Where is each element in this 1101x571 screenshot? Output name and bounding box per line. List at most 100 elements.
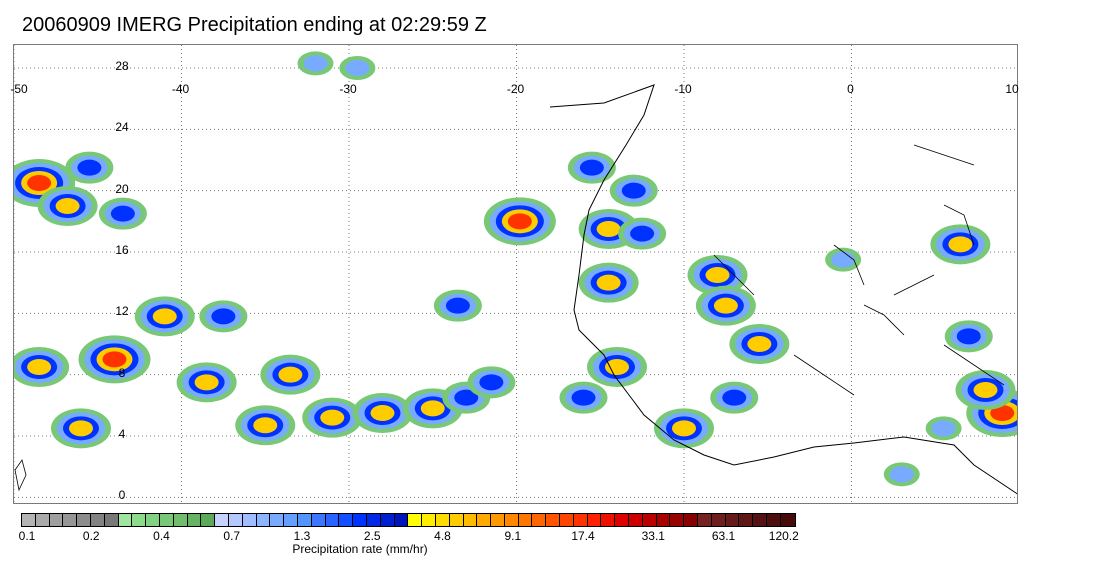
precip-ring	[630, 225, 655, 242]
precip-ring	[990, 405, 1015, 421]
precip-cell	[695, 285, 756, 326]
precip-ring	[110, 205, 135, 222]
coastline-africa	[14, 84, 1017, 495]
colorbar-swatch	[670, 514, 685, 526]
precip-cell	[14, 347, 70, 387]
colorbar-swatch	[449, 514, 464, 526]
latitude-label: 0	[118, 488, 126, 503]
precip-ring	[420, 400, 445, 417]
colorbar-swatch	[435, 514, 450, 526]
longitude-label: 10	[1005, 82, 1019, 96]
latitude-label: 24	[115, 120, 129, 135]
colorbar-swatch	[242, 514, 257, 526]
precip-ring	[713, 297, 738, 314]
colorbar-swatch	[366, 514, 381, 526]
colorbar-swatch	[256, 514, 271, 526]
colorbar-swatch	[615, 514, 630, 526]
precip-ring	[77, 159, 102, 176]
precip-cell	[78, 335, 151, 384]
colorbar-swatch	[297, 514, 312, 526]
colorbar-swatch	[380, 514, 395, 526]
colorbar-swatch	[63, 514, 78, 526]
colorbar-swatch	[77, 514, 91, 526]
colorbar-swatch	[173, 514, 188, 526]
precip-cell	[37, 186, 98, 226]
precip-cell	[302, 397, 363, 438]
colorbar-swatch	[753, 514, 768, 526]
colorbar-swatch	[270, 514, 285, 526]
precip-ring	[253, 417, 278, 434]
colorbar-swatch	[353, 514, 367, 526]
precip-cell	[710, 381, 759, 414]
precip-ring	[931, 420, 956, 437]
colorbar-swatch	[35, 514, 50, 526]
colorbar-tick-label: 0.4	[153, 529, 170, 543]
longitude-label: -40	[171, 82, 190, 96]
precip-cell	[567, 151, 616, 184]
precipitation-map	[13, 44, 1018, 504]
colorbar-swatch	[118, 514, 133, 526]
precip-ring	[370, 405, 395, 421]
colorbar-swatch	[422, 514, 436, 526]
colorbar-label: Precipitation rate (mm/hr)	[292, 542, 428, 556]
precip-ring	[973, 382, 998, 398]
precip-ring	[507, 213, 532, 230]
longitude-label: -20	[506, 82, 525, 96]
colorbar-swatch	[698, 514, 712, 526]
precip-ring	[194, 374, 219, 391]
colorbar-swatch	[629, 514, 643, 526]
latitude-label: 8	[118, 365, 126, 380]
colorbar-tick-label: 17.4	[571, 529, 595, 543]
precip-cell	[944, 320, 993, 353]
precip-ring	[479, 374, 504, 391]
precip-ring	[27, 175, 52, 191]
precip-cell	[199, 300, 248, 333]
precip-ring	[956, 328, 981, 345]
colorbar-tick-label: 0.2	[82, 529, 100, 543]
latitude-label: 16	[115, 243, 129, 257]
colorbar-swatch	[325, 514, 340, 526]
colorbar-swatch	[477, 514, 492, 526]
lat-lon-grid	[14, 45, 1017, 503]
colorbar-swatch	[532, 514, 547, 526]
precip-ring	[69, 420, 93, 437]
colorbar-swatch	[725, 514, 740, 526]
precip-ring	[722, 389, 747, 406]
colorbar-swatch	[49, 514, 64, 526]
colorbar-tick-label: 63.1	[711, 529, 736, 543]
precip-cell	[402, 388, 463, 429]
precip-cell	[297, 51, 334, 76]
colorbar-tick-label: 120.2	[768, 529, 799, 543]
colorbar-tick-label: 2.5	[363, 529, 381, 543]
precip-cell	[654, 408, 714, 449]
precip-ring	[596, 221, 621, 237]
colorbar-swatch	[228, 514, 243, 526]
colorbar-swatch	[408, 514, 423, 526]
colorbar-swatch	[642, 514, 657, 526]
precip-cell	[729, 324, 790, 364]
colorbar-swatch	[22, 514, 36, 526]
colorbar-swatch	[104, 514, 119, 526]
colorbar-swatch	[491, 514, 505, 526]
precip-cell	[687, 255, 748, 295]
precip-cell	[51, 408, 111, 449]
colorbar-swatch	[560, 514, 574, 526]
colorbar-swatch	[132, 514, 147, 526]
precip-ring	[454, 389, 479, 406]
precip-ring	[579, 159, 604, 176]
colorbar-tick-label: 4.8	[434, 529, 451, 543]
colorbar-swatch	[711, 514, 726, 526]
precip-cell	[587, 347, 647, 387]
colorbar-swatch	[767, 514, 781, 526]
precip-cell	[260, 354, 321, 395]
precipitation-layer	[14, 51, 1017, 487]
colorbar-tick-label: 9.1	[504, 529, 522, 543]
colorbar-tick-label: 0.1	[18, 529, 36, 543]
precip-cell	[825, 247, 862, 272]
colorbar-swatch	[201, 514, 216, 526]
colorbar-swatch	[463, 514, 478, 526]
precip-cell	[433, 289, 482, 322]
colorbar-swatch	[601, 514, 616, 526]
precip-cell	[65, 151, 114, 184]
precip-ring	[672, 420, 696, 437]
